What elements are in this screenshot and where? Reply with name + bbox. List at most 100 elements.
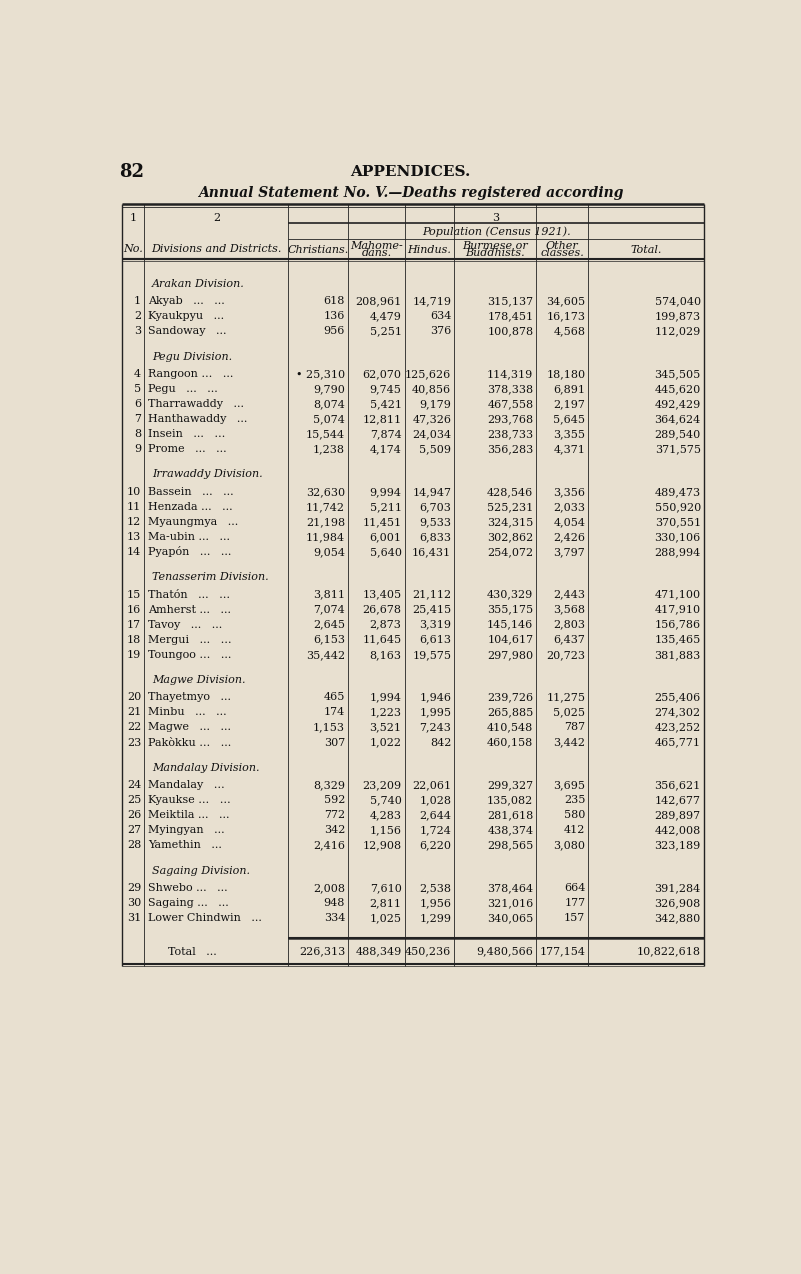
Text: 378,464: 378,464 xyxy=(487,883,533,893)
Text: 2,416: 2,416 xyxy=(313,841,345,850)
Text: 315,137: 315,137 xyxy=(487,297,533,306)
Text: Pegu Division.: Pegu Division. xyxy=(152,352,232,362)
Text: Christians.: Christians. xyxy=(288,245,349,255)
Text: 381,883: 381,883 xyxy=(654,650,701,660)
Text: 135,082: 135,082 xyxy=(487,795,533,805)
Text: 1,025: 1,025 xyxy=(369,913,401,924)
Text: 1,299: 1,299 xyxy=(419,913,451,924)
Text: 592: 592 xyxy=(324,795,345,805)
Text: 326,908: 326,908 xyxy=(654,898,701,908)
Text: Tenasserim Division.: Tenasserim Division. xyxy=(152,572,268,582)
Text: Rangoon …   ...: Rangoon … ... xyxy=(148,369,234,380)
Text: Mahome-: Mahome- xyxy=(350,241,403,251)
Text: 7,074: 7,074 xyxy=(313,605,345,614)
Text: Yamethin   ...: Yamethin ... xyxy=(148,841,222,850)
Text: Arakan Division.: Arakan Division. xyxy=(152,279,245,289)
Text: 265,885: 265,885 xyxy=(487,707,533,717)
Text: 1,946: 1,946 xyxy=(419,693,451,702)
Text: 16,173: 16,173 xyxy=(546,311,586,321)
Text: 293,768: 293,768 xyxy=(487,414,533,424)
Text: 19,575: 19,575 xyxy=(413,650,451,660)
Text: 355,175: 355,175 xyxy=(487,605,533,614)
Text: 10,822,618: 10,822,618 xyxy=(637,947,701,957)
Text: 1,995: 1,995 xyxy=(419,707,451,717)
Text: 274,302: 274,302 xyxy=(654,707,701,717)
Text: 199,873: 199,873 xyxy=(654,311,701,321)
Text: 489,473: 489,473 xyxy=(654,487,701,497)
Text: 342: 342 xyxy=(324,826,345,836)
Text: 334: 334 xyxy=(324,913,345,924)
Text: 178,451: 178,451 xyxy=(487,311,533,321)
Text: 226,313: 226,313 xyxy=(299,947,345,957)
Text: 6,703: 6,703 xyxy=(420,502,451,512)
Text: 239,726: 239,726 xyxy=(487,693,533,702)
Text: 664: 664 xyxy=(564,883,586,893)
Text: Amherst ...   ...: Amherst ... ... xyxy=(148,605,231,614)
Text: 3,356: 3,356 xyxy=(553,487,586,497)
Text: Myingyan   ...: Myingyan ... xyxy=(148,826,225,836)
Text: 3,080: 3,080 xyxy=(553,841,586,850)
Text: 9,480,566: 9,480,566 xyxy=(477,947,533,957)
Text: 330,106: 330,106 xyxy=(654,533,701,541)
Text: 298,565: 298,565 xyxy=(487,841,533,850)
Text: 13,405: 13,405 xyxy=(363,590,401,600)
Text: 488,349: 488,349 xyxy=(356,947,401,957)
Text: Kyaukse …   …: Kyaukse … … xyxy=(148,795,231,805)
Text: • 25,310: • 25,310 xyxy=(296,369,345,380)
Text: 208,961: 208,961 xyxy=(356,297,401,306)
Text: 9,790: 9,790 xyxy=(313,383,345,394)
Text: 2,645: 2,645 xyxy=(313,619,345,629)
Text: 8,329: 8,329 xyxy=(313,780,345,790)
Text: Pyapón   ...   ...: Pyapón ... ... xyxy=(148,547,231,558)
Text: 25,415: 25,415 xyxy=(412,605,451,614)
Text: 471,100: 471,100 xyxy=(654,590,701,600)
Text: 255,406: 255,406 xyxy=(654,693,701,702)
Text: 574,040: 574,040 xyxy=(654,297,701,306)
Text: 4,479: 4,479 xyxy=(370,311,401,321)
Text: 177,154: 177,154 xyxy=(539,947,586,957)
Text: Sagaing ...   ...: Sagaing ... ... xyxy=(148,898,229,908)
Text: 1,156: 1,156 xyxy=(369,826,401,836)
Text: Pakòkku …   ...: Pakòkku … ... xyxy=(148,738,231,748)
Text: 3,521: 3,521 xyxy=(369,722,401,733)
Text: Sandoway   ...: Sandoway ... xyxy=(148,326,227,336)
Text: 4,054: 4,054 xyxy=(553,517,586,527)
Text: 2,644: 2,644 xyxy=(419,810,451,820)
Text: 6,153: 6,153 xyxy=(313,634,345,645)
Text: 1,022: 1,022 xyxy=(369,738,401,748)
Text: 3,695: 3,695 xyxy=(553,780,586,790)
Text: 1,028: 1,028 xyxy=(419,795,451,805)
Text: 4,283: 4,283 xyxy=(369,810,401,820)
Text: 5,025: 5,025 xyxy=(553,707,586,717)
Text: 5,509: 5,509 xyxy=(419,445,451,454)
Text: 5,421: 5,421 xyxy=(369,399,401,409)
Text: 289,897: 289,897 xyxy=(654,810,701,820)
Text: 321,016: 321,016 xyxy=(487,898,533,908)
Text: 430,329: 430,329 xyxy=(487,590,533,600)
Text: 2,811: 2,811 xyxy=(369,898,401,908)
Text: 1: 1 xyxy=(134,297,141,306)
Text: 1,238: 1,238 xyxy=(313,445,345,454)
Text: 842: 842 xyxy=(430,738,451,748)
Text: 9,054: 9,054 xyxy=(313,547,345,557)
Text: 9,179: 9,179 xyxy=(420,399,451,409)
Text: 3,811: 3,811 xyxy=(313,590,345,600)
Text: 4,371: 4,371 xyxy=(553,445,586,454)
Text: 324,315: 324,315 xyxy=(487,517,533,527)
Text: 3,797: 3,797 xyxy=(553,547,586,557)
Text: 17: 17 xyxy=(127,619,141,629)
Text: 145,146: 145,146 xyxy=(487,619,533,629)
Text: 11,984: 11,984 xyxy=(306,533,345,541)
Text: 21,198: 21,198 xyxy=(306,517,345,527)
Text: 6,220: 6,220 xyxy=(419,841,451,850)
Text: 12: 12 xyxy=(127,517,141,527)
Text: 26,678: 26,678 xyxy=(363,605,401,614)
Text: 391,284: 391,284 xyxy=(654,883,701,893)
Text: 238,733: 238,733 xyxy=(487,429,533,440)
Text: 28: 28 xyxy=(127,841,141,850)
Text: 289,540: 289,540 xyxy=(654,429,701,440)
Text: 307: 307 xyxy=(324,738,345,748)
Text: 114,319: 114,319 xyxy=(487,369,533,380)
Text: 787: 787 xyxy=(564,722,586,733)
Text: 492,429: 492,429 xyxy=(654,399,701,409)
